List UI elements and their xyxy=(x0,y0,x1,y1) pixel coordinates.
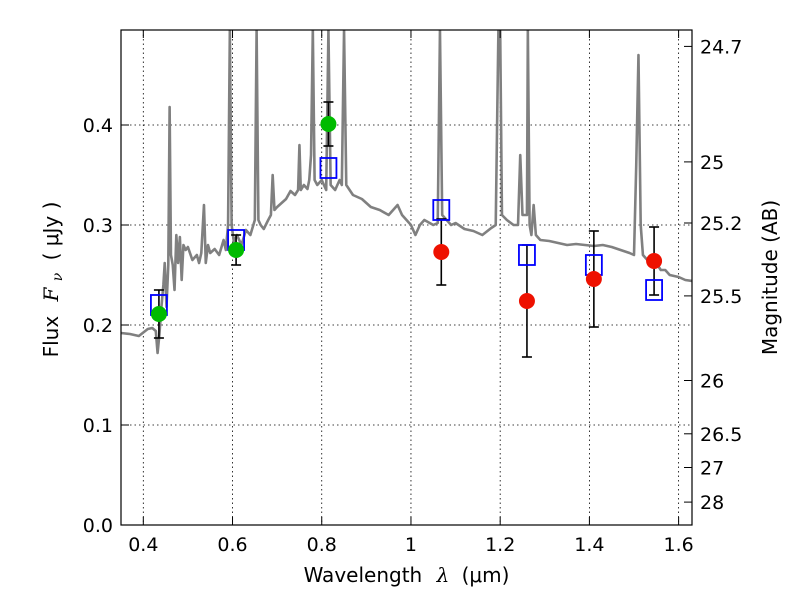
x-axis-label-units: (μm) xyxy=(462,563,510,587)
x-axis-label: Wavelength λ (μm) xyxy=(304,563,510,587)
x-axis-label-prefix: Wavelength xyxy=(304,563,423,587)
observed-red-marker xyxy=(433,244,450,260)
observed-red-marker xyxy=(585,271,602,287)
x-tick-label: 1.6 xyxy=(664,534,694,556)
x-tick-label: 1 xyxy=(405,534,417,556)
y-axis-label-symbol: F xyxy=(39,286,63,302)
y2-tick-label: 26 xyxy=(700,371,724,393)
y2-tick-label: 27 xyxy=(700,458,724,480)
y-tick-label: 0.1 xyxy=(83,415,113,437)
spectrum-series xyxy=(121,30,692,355)
y2-axis-label: Magnitude (AB) xyxy=(758,200,782,355)
observed-red-marker xyxy=(646,253,663,269)
model-square-marker xyxy=(432,199,451,221)
y-tick-label: 0.3 xyxy=(83,215,113,237)
y2-tick-label: 25 xyxy=(700,152,724,174)
axis-ticks: 0.4 0.6 0.8 1 1.2 1.4 1.6 0.0 0.1 0.2 0.3 0.4 24.7 25… xyxy=(83,30,742,556)
observed-green-marker xyxy=(320,116,337,132)
x-tick-label: 0.6 xyxy=(217,534,247,556)
y2-tick-label: 26.5 xyxy=(700,424,742,446)
model-square-marker xyxy=(518,244,536,266)
observed-red-marker xyxy=(518,293,535,309)
y2-tick-label: 28 xyxy=(700,492,724,514)
y-tick-label: 0.2 xyxy=(83,315,113,337)
grid xyxy=(121,30,692,525)
y-axis-label-units: ( μJy ) xyxy=(39,202,63,261)
y2-tick-label: 24.7 xyxy=(700,36,742,58)
observed-green-marker xyxy=(150,306,167,322)
x-tick-label: 0.4 xyxy=(128,534,158,556)
y-axis-label-subscript: ν xyxy=(50,272,66,281)
x-axis-label-symbol: λ xyxy=(436,563,450,587)
plot-frame xyxy=(120,29,693,526)
model-square-marker xyxy=(319,157,338,179)
y-axis-label-prefix: Flux xyxy=(39,316,63,358)
x-tick-label: 0.8 xyxy=(307,534,337,556)
model-square-marker xyxy=(645,279,663,301)
x-tick-label: 1.2 xyxy=(485,534,515,556)
y-tick-label: 0.0 xyxy=(83,515,113,537)
observed-markers xyxy=(150,116,663,322)
x-tick-label: 1.4 xyxy=(574,534,604,556)
observed-green-marker xyxy=(228,242,245,258)
y2-tick-label: 25.2 xyxy=(700,213,742,235)
y-axis-label: Flux F ν ( μJy ) xyxy=(39,202,67,358)
y-tick-label: 0.4 xyxy=(83,115,113,137)
y2-tick-label: 25.5 xyxy=(700,286,742,308)
spectrum-line xyxy=(121,30,692,355)
